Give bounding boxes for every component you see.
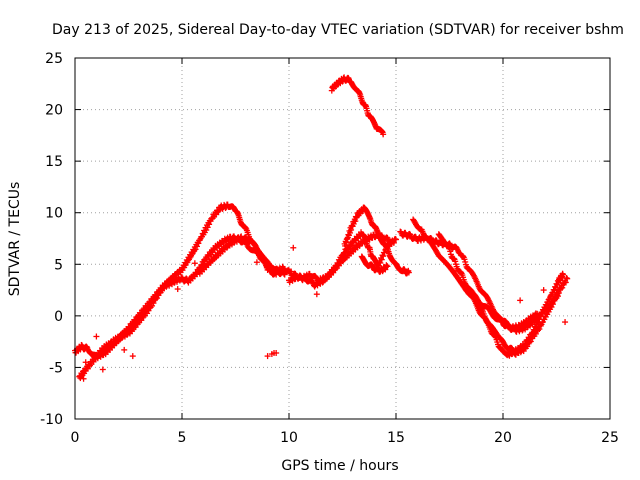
y-tick-label: -10	[40, 412, 63, 428]
data-point	[222, 205, 229, 212]
data-point	[554, 293, 561, 300]
data-point	[534, 319, 541, 326]
data-point	[145, 303, 152, 310]
data-point	[462, 258, 469, 265]
data-point	[380, 131, 387, 138]
data-point	[281, 266, 288, 273]
x-axis-label: GPS time / hours	[281, 458, 398, 474]
data-point	[121, 346, 128, 353]
data-point	[132, 324, 139, 331]
data-point	[378, 256, 385, 263]
x-tick-label: 5	[178, 430, 187, 446]
data-point	[346, 229, 353, 236]
data-point	[384, 263, 391, 270]
data-point	[84, 365, 91, 372]
data-point	[522, 341, 529, 348]
data-point	[446, 245, 453, 252]
x-tick-label: 15	[387, 430, 405, 446]
data-point	[82, 359, 89, 366]
data-point	[564, 275, 571, 282]
data-point	[559, 271, 566, 278]
series-track-k	[461, 270, 566, 359]
data-point	[90, 358, 97, 365]
data-point	[195, 240, 202, 247]
series-scattered	[80, 244, 569, 382]
data-point	[191, 260, 198, 267]
y-tick-label: 20	[45, 103, 63, 119]
data-point	[272, 270, 279, 277]
data-point	[393, 236, 399, 243]
data-point	[555, 290, 562, 297]
axis-ticks: 0 5 10 15 20 25 -10 -5 0 5 10 15 20 25	[40, 51, 619, 446]
data-point	[129, 353, 136, 360]
y-tick-label: -5	[49, 360, 63, 376]
x-tick-label: 10	[280, 430, 298, 446]
data-point	[151, 296, 158, 303]
data-point	[290, 244, 297, 251]
data-point	[330, 269, 337, 276]
data-point	[543, 301, 550, 308]
data-point	[388, 238, 395, 245]
data-point	[542, 304, 549, 311]
data-point	[527, 333, 534, 340]
x-tick-label: 0	[71, 430, 80, 446]
data-point	[460, 253, 467, 260]
data-point	[273, 349, 280, 356]
data-point	[447, 248, 454, 255]
data-point	[377, 259, 384, 266]
y-tick-label: 5	[54, 257, 63, 273]
series-track-l	[328, 74, 387, 138]
data-point	[313, 291, 320, 298]
data-point	[264, 353, 271, 360]
data-point	[138, 317, 145, 324]
data-point	[380, 253, 387, 260]
data-point	[405, 269, 412, 276]
data-point	[559, 284, 566, 291]
data-point	[193, 243, 200, 250]
data-point	[269, 270, 276, 277]
data-point	[517, 297, 524, 304]
data-point	[519, 327, 526, 334]
data-point	[562, 279, 569, 286]
x-tick-label: 25	[601, 430, 619, 446]
data-point	[99, 366, 106, 373]
y-tick-label: 25	[45, 51, 63, 67]
data-point	[268, 351, 275, 358]
data-point	[179, 274, 185, 281]
x-tick-label: 20	[494, 430, 512, 446]
data-point	[562, 319, 569, 326]
data-point	[206, 221, 213, 228]
data-point	[452, 258, 459, 265]
chart-title: Day 213 of 2025, Sidereal Day-to-day VTE…	[52, 22, 624, 38]
series-track-f	[341, 204, 412, 277]
y-axis-label: SDTVAR / TECUs	[7, 182, 23, 297]
data-point	[529, 330, 536, 337]
series-isolated	[264, 349, 280, 360]
data-point	[549, 301, 556, 308]
plot-frame	[74, 57, 611, 420]
data-point	[381, 249, 388, 256]
data-point	[536, 326, 543, 333]
data-point	[93, 333, 100, 340]
y-tick-label: 10	[45, 206, 63, 222]
data-point	[174, 286, 181, 293]
data-point	[500, 341, 506, 348]
data-point	[288, 268, 295, 275]
series-track-g	[358, 253, 391, 275]
data-points	[72, 74, 571, 382]
data-point	[213, 211, 220, 218]
y-tick-label: 0	[54, 309, 63, 325]
y-tick-label: 15	[45, 154, 63, 170]
data-point	[80, 375, 87, 382]
data-point	[531, 327, 538, 334]
data-point	[124, 327, 131, 334]
data-point	[547, 292, 554, 299]
data-point	[540, 287, 547, 294]
data-point	[253, 259, 260, 266]
